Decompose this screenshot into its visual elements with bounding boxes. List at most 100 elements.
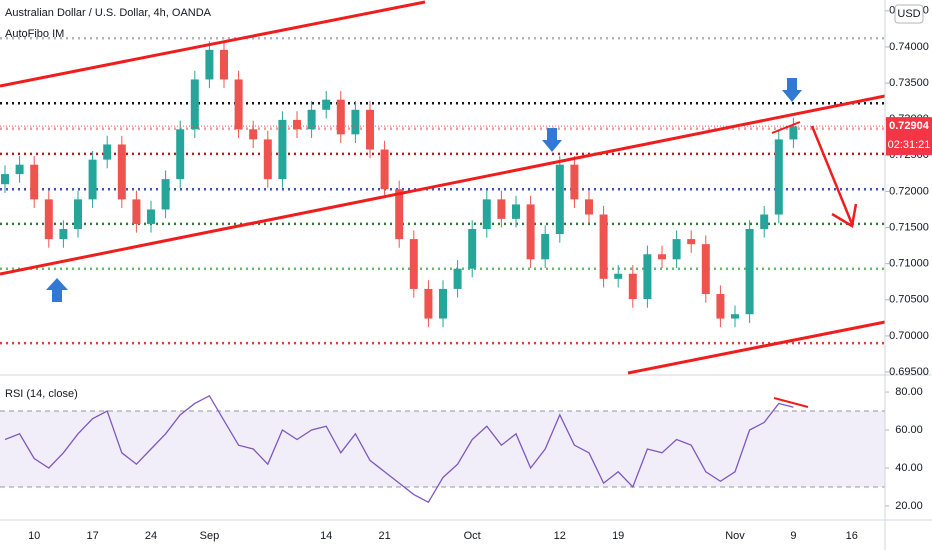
x-tick-label: 24 xyxy=(145,530,157,542)
x-tick-label: 9 xyxy=(790,530,796,542)
axis-overlay: 0.69500 0.70000 0.70500 0.71000 0.71500 0.720… xyxy=(886,4,932,512)
candle-body xyxy=(366,109,374,150)
candle-body xyxy=(205,49,214,80)
chart-title: Australian Dollar / U.S. Dollar, 4h, OAN… xyxy=(5,7,212,19)
down-arrow xyxy=(542,128,562,152)
rsi-trend-line xyxy=(773,397,809,408)
x-tick-label: 19 xyxy=(612,530,624,542)
indicator-label: AutoFibo IM xyxy=(5,28,64,40)
candle-body xyxy=(30,164,39,200)
y-tick-label: 0.71000 xyxy=(889,258,929,270)
candle-body xyxy=(1,174,9,185)
candle-body xyxy=(15,164,24,175)
y-tick-label: 0.70500 xyxy=(889,294,929,306)
candle-body xyxy=(614,273,623,279)
candle-body xyxy=(555,164,564,235)
last-price-label: 0.72904 xyxy=(889,120,930,132)
up-arrow xyxy=(46,278,68,302)
forecast-arrow-head xyxy=(831,203,858,229)
x-tick-label: Oct xyxy=(464,530,481,542)
rsi-line xyxy=(4,394,794,504)
y-tick-label: 0.70000 xyxy=(889,330,929,342)
candle-body xyxy=(716,293,725,319)
candle-body xyxy=(103,144,112,160)
y2-tick-label: 40.00 xyxy=(895,462,923,474)
candle-body xyxy=(628,273,637,300)
candle-body xyxy=(307,109,316,130)
candle-body xyxy=(774,139,783,215)
plot-layer: 10 17 24 Sep 14 21 Oct 12 19 Nov 9 16 xyxy=(0,10,889,542)
candle-body xyxy=(570,164,579,200)
candle-body xyxy=(541,234,550,260)
candle-body xyxy=(74,199,82,229)
candle-body xyxy=(380,149,389,190)
x-tick-label: Nov xyxy=(725,530,745,542)
candle-body xyxy=(672,239,681,260)
candle-body xyxy=(161,179,170,210)
candle-body xyxy=(468,228,477,269)
x-tick-label: 14 xyxy=(320,530,332,542)
candle-body xyxy=(263,139,272,180)
trend-drawings xyxy=(0,0,886,408)
last-price-box xyxy=(886,117,932,156)
candle-body xyxy=(599,214,608,279)
candle-body xyxy=(526,204,535,260)
candle-body xyxy=(132,199,141,224)
candle-body xyxy=(147,209,155,224)
candle-body xyxy=(439,288,447,319)
arrows xyxy=(46,78,802,302)
candle-body xyxy=(220,49,228,80)
candle-body xyxy=(745,228,754,315)
x-tick-label: 17 xyxy=(86,530,98,542)
candle-body xyxy=(482,199,491,229)
candle-body xyxy=(278,119,287,180)
trend-line xyxy=(771,121,801,134)
candle-body xyxy=(731,314,739,319)
candle-body xyxy=(88,159,97,200)
x-tick-label: 10 xyxy=(28,530,40,542)
candle-body xyxy=(658,254,666,260)
forecast-arrow xyxy=(810,125,854,225)
y2-tick-label: 80.00 xyxy=(895,386,923,398)
down-arrow xyxy=(782,78,802,102)
candle-body xyxy=(409,239,418,289)
candle-body xyxy=(234,79,243,130)
y-tick-label: 0.69500 xyxy=(889,366,929,378)
candle-body xyxy=(497,199,506,219)
currency-label: USD xyxy=(897,8,920,20)
trend-line xyxy=(627,320,886,375)
countdown-label: 02:31:21 xyxy=(888,139,931,151)
y2-tick-label: 60.00 xyxy=(895,424,923,436)
candle-body xyxy=(687,239,696,245)
candle-body xyxy=(117,144,126,200)
candle-body xyxy=(351,109,360,135)
candle-body xyxy=(190,79,199,130)
trend-line xyxy=(0,94,886,276)
candle-body xyxy=(789,126,798,140)
y-tick-label: 0.72000 xyxy=(889,185,929,197)
candle-body xyxy=(643,254,652,300)
candle-body xyxy=(59,228,68,240)
candle-body xyxy=(701,244,710,294)
candle-body xyxy=(336,99,345,135)
candle-body xyxy=(44,199,53,240)
x-tick-label: Sep xyxy=(200,530,220,542)
candle-body xyxy=(585,199,593,215)
candle-body xyxy=(249,129,258,140)
candle-body xyxy=(424,288,433,319)
candle-body xyxy=(453,268,462,289)
x-tick-label: 16 xyxy=(846,530,858,542)
y-tick-label: 0.73500 xyxy=(889,77,929,89)
trend-line xyxy=(0,0,426,88)
rsi-label: RSI (14, close) xyxy=(5,388,78,400)
currency-box xyxy=(894,4,924,24)
candle-body xyxy=(395,189,404,240)
candle-body xyxy=(176,129,185,180)
candle-body xyxy=(322,99,331,110)
candle-body xyxy=(293,119,301,130)
x-tick-label: 12 xyxy=(554,530,566,542)
y-tick-label: 0.71500 xyxy=(889,221,929,233)
rsi-band xyxy=(0,411,885,487)
